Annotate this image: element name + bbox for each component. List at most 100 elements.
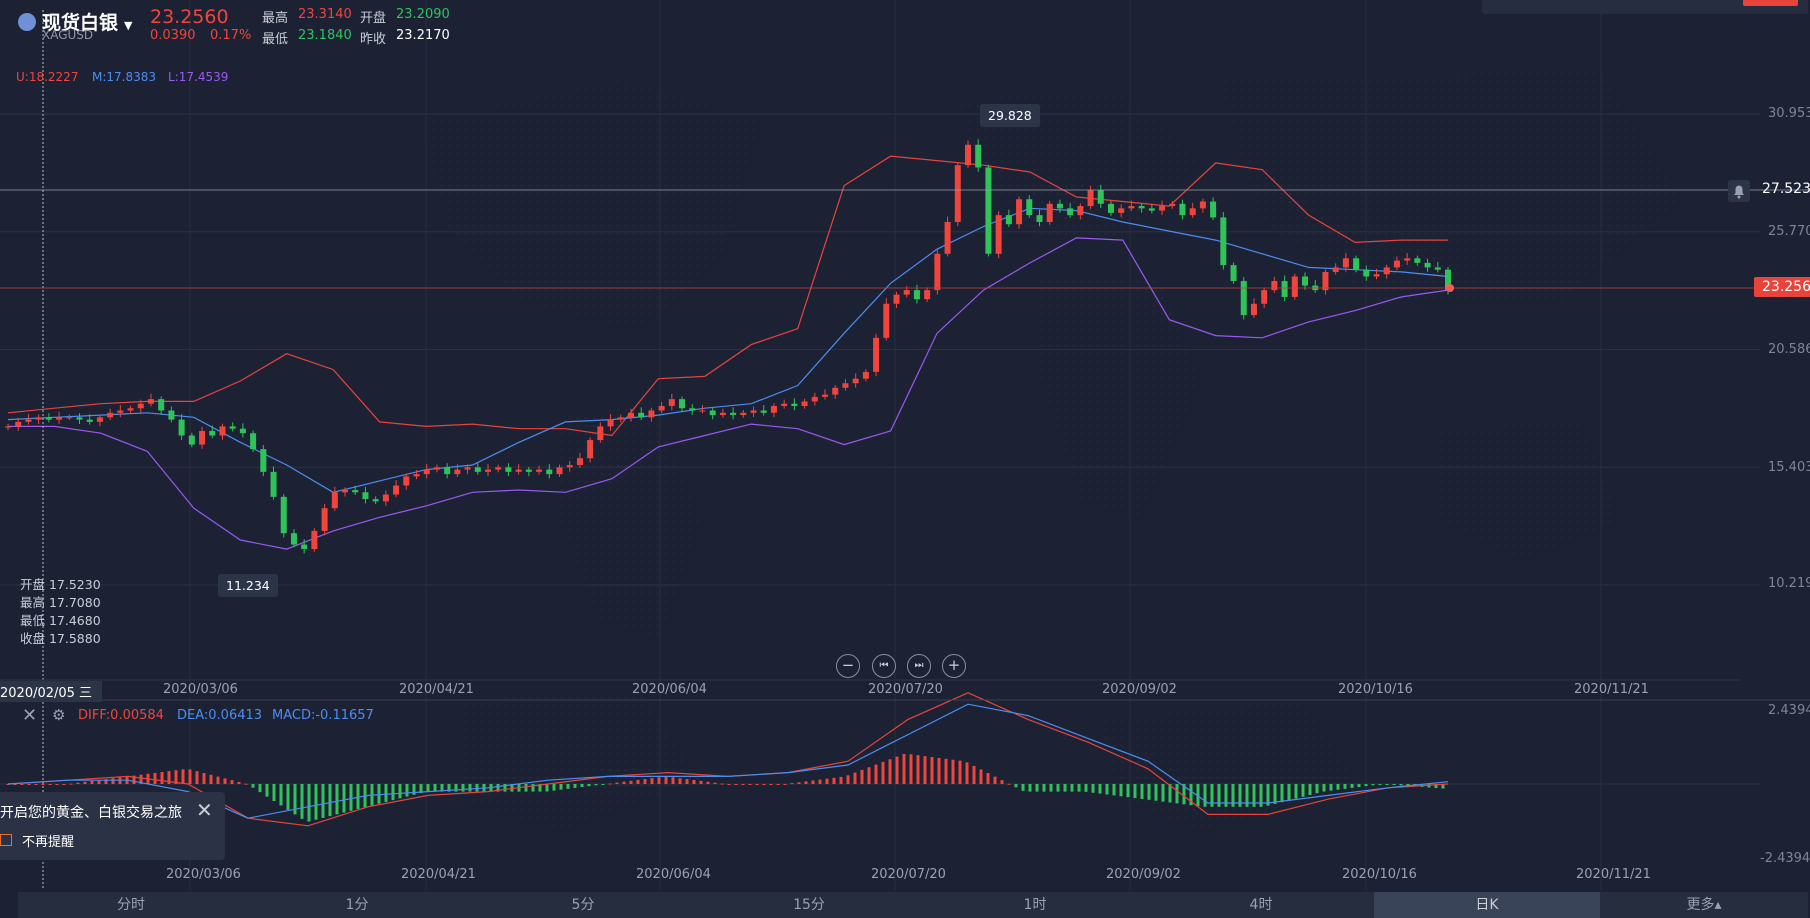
- candle-body: [1046, 203, 1053, 222]
- candle-body: [117, 410, 124, 413]
- macd-histogram-bar: [1126, 784, 1130, 798]
- macd-histogram-bar: [979, 769, 983, 784]
- macd-histogram-bar: [1070, 784, 1074, 792]
- cursor-date-label: 2020/02/05 三: [0, 681, 103, 702]
- zoom-out-button[interactable]: −: [836, 654, 860, 678]
- tab-15min[interactable]: 15分: [793, 897, 825, 913]
- macd-histogram-bar: [391, 784, 395, 801]
- tab-4h[interactable]: 4时: [1249, 897, 1273, 913]
- macd-histogram-bar: [1098, 784, 1102, 794]
- macd-histogram-bar: [1014, 784, 1018, 788]
- candle-body: [209, 430, 216, 436]
- macd-histogram-bar: [1161, 784, 1165, 802]
- close-icon[interactable]: ✕: [22, 705, 38, 726]
- macd-histogram-bar: [181, 769, 185, 784]
- macd-date-tick: 2020/11/21: [1576, 867, 1651, 882]
- macd-histogram-bar: [475, 784, 479, 792]
- candle-body: [781, 403, 788, 406]
- macd-histogram-bar: [804, 781, 808, 784]
- candle-body: [1005, 215, 1012, 225]
- candle-body: [934, 253, 941, 291]
- macd-histogram-bar: [321, 784, 325, 818]
- current-price-tag: 23.256: [1754, 277, 1810, 297]
- tab-more[interactable]: 更多▴: [1686, 897, 1722, 913]
- macd-histogram-bar: [1287, 784, 1291, 801]
- macd-histogram-bar: [48, 784, 52, 785]
- macd-date-tick: 2020/06/04: [636, 867, 711, 882]
- macd-histogram-bar: [818, 779, 822, 784]
- candle-body: [1077, 206, 1084, 216]
- macd-histogram-bar: [1021, 784, 1025, 791]
- candle-body: [627, 412, 634, 418]
- candle-body: [454, 469, 461, 475]
- peak-price-label: 29.828: [980, 104, 1040, 127]
- popup-close-icon[interactable]: ✕: [196, 798, 213, 822]
- boll-upper-line: [7, 155, 1448, 437]
- open-label: 开盘: [360, 11, 387, 26]
- macd-histogram-bar: [678, 778, 682, 784]
- macd-histogram-bar: [664, 776, 668, 784]
- macd-histogram-bar: [643, 779, 647, 784]
- macd-histogram-bar: [461, 784, 465, 792]
- macd-histogram-bar: [104, 779, 108, 784]
- macd-histogram-bar: [853, 772, 857, 784]
- candle-body: [893, 294, 900, 304]
- macd-histogram-bar: [1301, 784, 1305, 797]
- macd-histogram-bar: [237, 781, 241, 784]
- macd-date-tick: 2020/07/20: [871, 867, 946, 882]
- candle-body: [1097, 190, 1104, 204]
- macd-histogram-bar: [965, 762, 969, 784]
- candle-body: [229, 426, 236, 429]
- tab-1h[interactable]: 1时: [1023, 897, 1047, 913]
- candle-body: [852, 378, 859, 384]
- macd-histogram-bar: [769, 784, 773, 785]
- candle-body: [740, 412, 747, 416]
- settings-icon[interactable]: ⚙: [52, 706, 66, 724]
- macd-histogram-bar: [258, 784, 262, 793]
- macd-histogram-bar: [727, 784, 731, 785]
- candle-body: [35, 417, 42, 420]
- candle-body: [679, 399, 686, 409]
- candle-body: [1404, 258, 1411, 261]
- candle-body: [280, 496, 287, 534]
- candle-body: [760, 410, 767, 413]
- tab-daily[interactable]: 日K: [1374, 892, 1600, 918]
- bell-icon[interactable]: [1728, 180, 1750, 202]
- chevron-down-icon[interactable]: ▼: [124, 19, 133, 32]
- jump-end-button[interactable]: ⏭: [907, 654, 931, 678]
- candle-body: [801, 401, 808, 406]
- macd-histogram-bar: [6, 784, 10, 785]
- cursor-high: 最高 17.7080: [20, 595, 101, 610]
- macd-histogram-bar: [307, 784, 311, 822]
- candle-body: [168, 410, 175, 420]
- candle-body: [1087, 190, 1094, 207]
- macd-histogram-bar: [657, 777, 661, 784]
- zoom-in-button[interactable]: +: [942, 654, 966, 678]
- macd-histogram-bar: [174, 770, 178, 784]
- candle-body: [1118, 208, 1125, 213]
- macd-histogram-bar: [1105, 784, 1109, 795]
- macd-histogram-bar: [230, 780, 234, 784]
- candle-body: [25, 419, 32, 422]
- open-value: 23.2090: [396, 7, 450, 22]
- macd-histogram-bar: [503, 784, 507, 792]
- candle-body: [842, 383, 849, 388]
- candle-body: [1067, 208, 1074, 216]
- tab-1min[interactable]: 1分: [345, 897, 369, 913]
- price-axis-tick: 10.219: [1768, 576, 1810, 591]
- symbol-title[interactable]: 现货白银 ▼: [42, 12, 133, 34]
- no-remind-checkbox[interactable]: [0, 834, 12, 846]
- price-change-pct: 0.17%: [210, 28, 252, 43]
- macd-histogram-bar: [860, 769, 864, 784]
- macd-histogram-bar: [622, 781, 626, 784]
- low-label: 最低: [262, 32, 289, 47]
- tab-1[interactable]: 分时: [117, 897, 145, 913]
- top-right-widget[interactable]: [1482, 0, 1808, 14]
- macd-diff-value: DIFF:0.00584: [78, 708, 164, 723]
- macd-histogram-bar: [216, 776, 220, 784]
- jump-start-button[interactable]: ⏮: [872, 654, 896, 678]
- macd-histogram-bar: [692, 779, 696, 784]
- tab-5min[interactable]: 5分: [571, 897, 595, 913]
- macd-histogram-bar: [811, 780, 815, 784]
